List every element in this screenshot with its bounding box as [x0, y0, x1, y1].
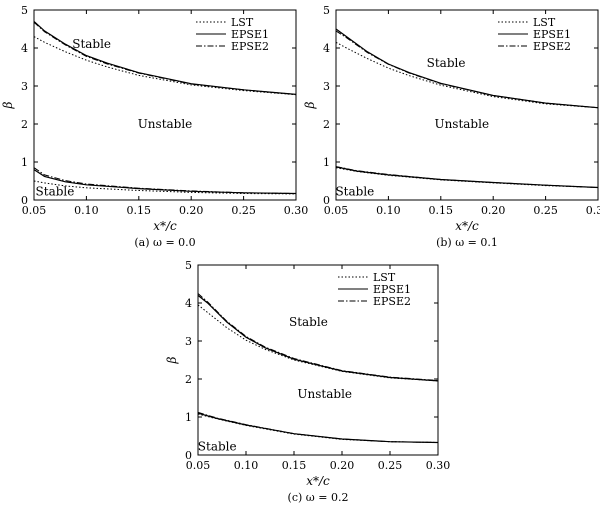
series-lst-lower-line [335, 167, 599, 188]
x-tick-label: 0.15 [127, 204, 152, 217]
series-epse2-lower-line [197, 411, 439, 443]
legend-entry-epse2: EPSE2 [533, 40, 571, 53]
legend-entry-lst: LST [373, 271, 396, 284]
x-tick-label: 0.10 [234, 459, 259, 472]
x-tick-label: 0.05 [186, 459, 211, 472]
legend-entry-epse1: EPSE1 [533, 28, 571, 41]
y-tick-label: 1 [21, 156, 28, 169]
region-label-unstable: Unstable [138, 117, 193, 131]
series-epse2-upper-line [197, 293, 439, 381]
chart-1: 0.05 0.10 0.15 0.20 0.25 0.30 0 1 2 3 4 5 x*/c β (b) ω… [303, 4, 600, 249]
x-axis-label: x*/c [455, 219, 479, 233]
y-tick-label: 4 [185, 297, 192, 310]
series-epse1-upper-line [197, 294, 439, 382]
x-axis-label: x*/c [153, 219, 177, 233]
legend-entry-epse2: EPSE2 [373, 295, 411, 308]
y-tick-label: 5 [21, 4, 28, 17]
y-tick-label: 4 [323, 42, 330, 55]
y-axis-label: β [165, 356, 179, 364]
series-epse1-lower-line [197, 412, 439, 444]
series-epse2-upper-line [335, 30, 599, 109]
series-epse1-lower-line [335, 166, 599, 189]
legend-entry-lst: LST [231, 16, 254, 29]
y-tick-label: 3 [323, 80, 330, 93]
region-label-unstable: Unstable [297, 387, 352, 401]
series-epse2-lower-line [33, 167, 297, 194]
x-tick-label: 0.30 [586, 204, 600, 217]
region-label-stable: Stable [198, 440, 237, 454]
y-tick-label: 3 [21, 80, 28, 93]
plot-frame [335, 9, 599, 201]
series-lst-upper-line [33, 36, 297, 96]
y-axis-label: β [303, 101, 317, 109]
y-tick-label: 2 [21, 118, 28, 131]
y-axis-label: β [1, 101, 15, 109]
region-label-stable: Stable [36, 185, 75, 199]
series-epse2-upper-line [33, 21, 297, 95]
x-tick-label: 0.15 [282, 459, 307, 472]
x-tick-label: 0.05 [22, 204, 47, 217]
x-tick-label: 0.25 [378, 459, 403, 472]
x-tick-label: 0.15 [429, 204, 454, 217]
legend-entry-epse2: EPSE2 [231, 40, 269, 53]
chart-caption: (b) ω = 0.1 [436, 236, 498, 249]
chart-caption: (c) ω = 0.2 [288, 491, 349, 504]
x-tick-label: 0.10 [74, 204, 99, 217]
region-label-stable: Stable [335, 185, 374, 199]
legend-entry-lst: LST [533, 16, 556, 29]
plot-frame [33, 9, 297, 201]
x-tick-label: 0.10 [376, 204, 401, 217]
y-tick-label: 5 [323, 4, 330, 17]
x-tick-label: 0.20 [481, 204, 506, 217]
region-label-stable: Stable [72, 37, 111, 51]
x-tick-label: 0.25 [231, 204, 256, 217]
series-epse2-lower-line [335, 166, 599, 188]
y-tick-label: 2 [185, 373, 192, 386]
chart-caption: (a) ω = 0.0 [134, 236, 195, 249]
x-tick-label: 0.20 [179, 204, 204, 217]
x-tick-label: 0.25 [533, 204, 558, 217]
region-label-stable: Stable [289, 315, 328, 329]
series-epse1-upper-line [33, 20, 297, 95]
legend-entry-epse1: EPSE1 [231, 28, 269, 41]
legend-entry-epse1: EPSE1 [373, 283, 411, 296]
region-label-stable: Stable [427, 56, 466, 70]
chart-2: 0.05 0.10 0.15 0.20 0.25 0.30 0 1 2 3 4 5 x*/c β (c) ω… [165, 259, 450, 504]
y-tick-label: 0 [185, 449, 192, 462]
y-tick-label: 1 [323, 156, 330, 169]
y-tick-label: 1 [185, 411, 192, 424]
x-tick-label: 0.05 [324, 204, 349, 217]
x-tick-label: 0.30 [284, 204, 309, 217]
y-tick-label: 0 [323, 194, 330, 207]
x-tick-label: 0.20 [330, 459, 355, 472]
series-lst-lower-line [197, 413, 439, 443]
series-lst-lower-line [33, 180, 297, 195]
y-tick-label: 3 [185, 335, 192, 348]
x-axis-label: x*/c [306, 474, 330, 488]
y-tick-label: 5 [185, 259, 192, 272]
y-tick-label: 2 [323, 118, 330, 131]
series-lst-upper-line [335, 41, 599, 109]
y-tick-label: 4 [21, 42, 28, 55]
y-tick-label: 0 [21, 194, 28, 207]
region-label-unstable: Unstable [434, 117, 489, 131]
plot-frame [197, 264, 439, 456]
x-tick-label: 0.30 [426, 459, 451, 472]
chart-0: 0.05 0.10 0.15 0.20 0.25 0.30 0 1 2 3 4 5 x*/c β (a) ω… [1, 4, 308, 249]
